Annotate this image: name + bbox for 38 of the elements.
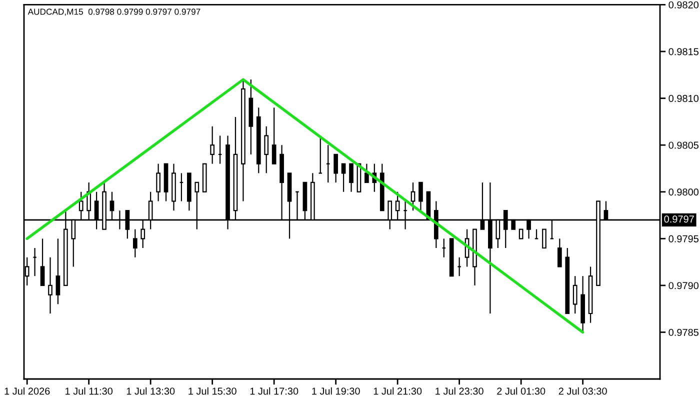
y-tick-label: 0.9815 <box>668 48 698 56</box>
candlestick <box>56 238 60 305</box>
x-tick-label: 1 Jul 23:30 <box>436 387 484 395</box>
candlestick <box>410 182 416 212</box>
y-tick-label: 0.9795 <box>668 235 698 242</box>
y-tick-label: 0.9810 <box>668 94 699 102</box>
x-tick-label: 1 Jul 2026 <box>4 387 50 395</box>
ref-line-label: 0.9797 <box>664 216 694 223</box>
y-tick-label: 0.9785 <box>668 328 698 336</box>
candlestick <box>557 238 562 268</box>
x-tick-label: 1 Jul 19:30 <box>312 387 360 395</box>
candlestick <box>210 126 215 164</box>
candlestick <box>40 238 45 286</box>
x-tick-label: 1 Jul 17:30 <box>250 387 298 395</box>
candlestick <box>542 228 546 249</box>
candlestick <box>156 163 160 202</box>
y-tick-label: 0.9790 <box>668 282 699 290</box>
candlestick <box>48 256 52 314</box>
y-tick-label: 0.9800 <box>668 188 699 196</box>
x-tick-label: 2 Jul 01:30 <box>497 387 546 395</box>
candlestick <box>418 182 423 212</box>
x-tick-label: 1 Jul 13:30 <box>126 387 175 395</box>
y-tick-label: 0.9805 <box>668 142 698 149</box>
candlestick <box>572 276 578 314</box>
candlestick <box>364 163 369 184</box>
candlestick <box>272 107 276 164</box>
x-tick-label: 1 Jul 15:30 <box>188 387 236 395</box>
candlestick <box>341 163 346 192</box>
candlestick <box>132 228 138 258</box>
candlestick <box>349 163 354 192</box>
candlestick <box>334 154 338 184</box>
candlestick <box>518 228 524 240</box>
chart-title: AUDCAD,M15 0.9798 0.9799 0.9797 0.9797 <box>28 8 200 16</box>
candlestick <box>264 126 269 174</box>
x-tick-label: 1 Jul 11:30 <box>66 387 113 395</box>
x-tick-label: 1 Jul 21:30 <box>374 387 422 395</box>
x-tick-label: 2 Jul 03:30 <box>558 387 607 395</box>
y-tick-label: 0.9820 <box>668 1 699 8</box>
